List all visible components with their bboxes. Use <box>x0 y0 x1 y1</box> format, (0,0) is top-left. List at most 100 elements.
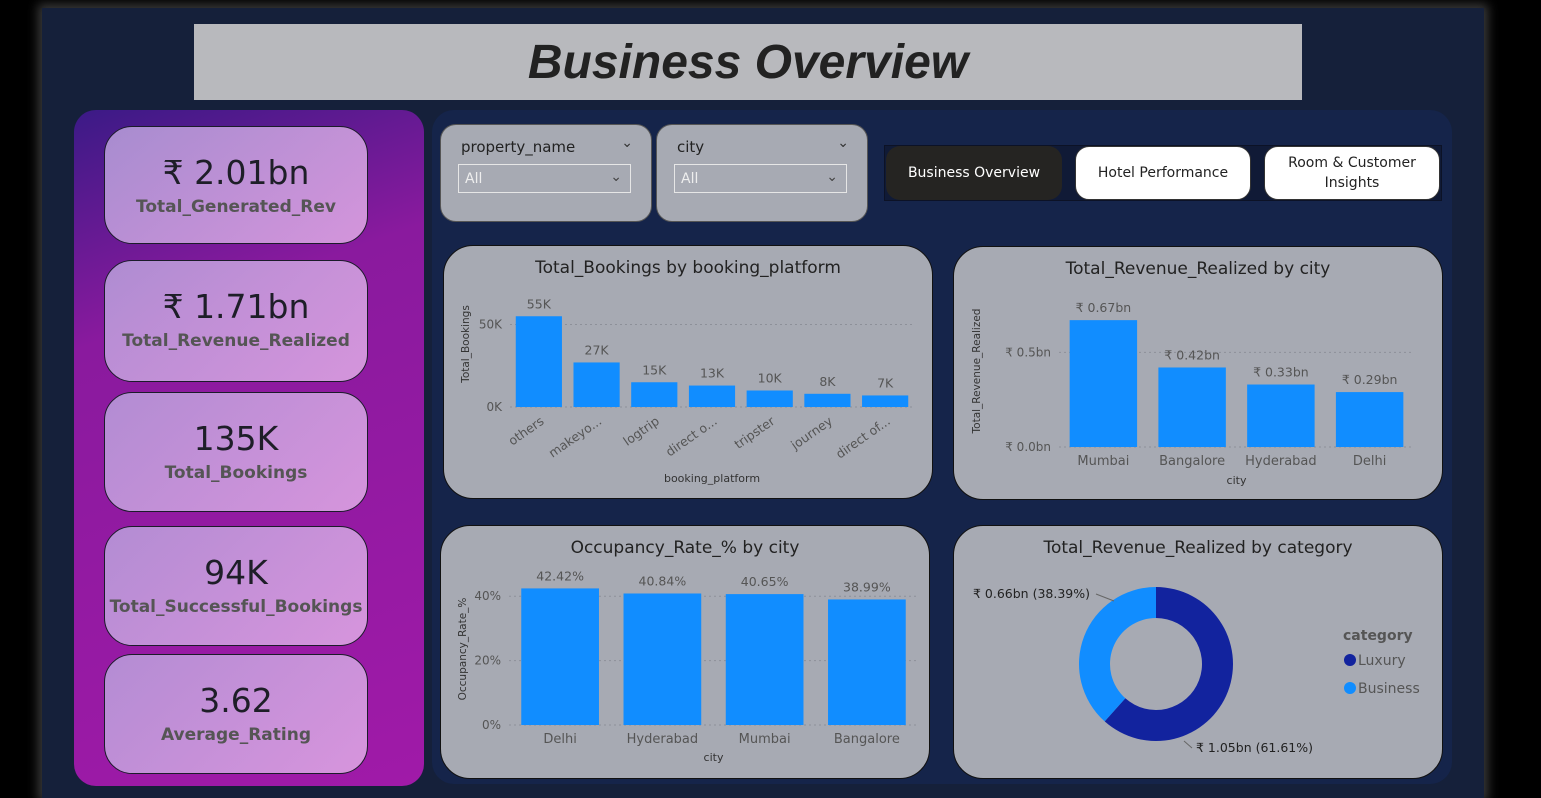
legend-item: Business <box>1358 681 1420 697</box>
y-axis-label: Total_Bookings <box>460 305 472 384</box>
dropdown-value: All <box>465 171 483 187</box>
data-label: ₹ 0.29bn <box>1342 372 1398 387</box>
x-tick-label: Hyderabad <box>627 732 699 747</box>
leader-line <box>1183 740 1193 749</box>
legend-marker <box>1344 654 1356 666</box>
property-name-dropdown[interactable]: All ⌄ <box>458 164 631 193</box>
page-title: Business Overview <box>527 35 969 89</box>
bar <box>828 599 906 725</box>
kpi-value: ₹ 2.01bn <box>162 153 310 192</box>
kpi-label: Total_Generated_Rev <box>136 197 336 217</box>
y-tick-label: 50K <box>479 318 503 332</box>
y-tick-label: ₹ 0.5bn <box>1005 345 1051 359</box>
x-tick-label: Mumbai <box>739 732 791 747</box>
y-tick-label: 0% <box>482 718 501 732</box>
x-tick-label: Hyderabad <box>1245 454 1317 469</box>
chart-card-bookings-by-platform: Total_Bookings by booking_platform 0K 50K… <box>443 245 933 499</box>
bar <box>725 594 804 725</box>
x-tick-label: Mumbai <box>1077 454 1129 469</box>
slicer-label: city <box>677 138 705 156</box>
kpi-label: Average_Rating <box>160 725 311 745</box>
bar <box>515 316 562 407</box>
kpi-card-average-rating[interactable]: 3.62 Average_Rating <box>104 654 368 774</box>
kpi-value: 135K <box>193 419 279 458</box>
chart-title: Total_Revenue_Realized by city <box>1065 259 1331 279</box>
legend-marker <box>1344 682 1356 694</box>
nav-label: Hotel Performance <box>1097 165 1229 181</box>
kpi-value: 94K <box>204 553 268 592</box>
chevron-down-icon[interactable]: ⌄ <box>621 135 633 151</box>
x-tick-label: others <box>505 413 546 448</box>
x-tick-label: Bangalore <box>1159 454 1225 469</box>
kpi-card-revenue-realized[interactable]: ₹ 1.71bn Total_Revenue_Realized <box>104 260 368 382</box>
data-label: 55K <box>527 296 552 311</box>
chart-title: Occupancy_Rate_% by city <box>570 538 800 558</box>
nav-room-customer-insights-button[interactable]: Room & Customer Insights <box>1264 146 1440 200</box>
chart-card-occupancy-by-city: Occupancy_Rate_% by city 0% 20% 40% 42.42% D… <box>440 525 930 779</box>
data-label: 42.42% <box>536 568 584 583</box>
kpi-label: Total_Successful_Bookings <box>109 597 363 617</box>
x-axis-label: city <box>1227 474 1247 487</box>
x-tick-label: logtrip <box>620 413 662 449</box>
bar <box>573 362 620 407</box>
nav-business-overview-button[interactable]: Business Overview <box>886 146 1062 200</box>
page-title-banner: Business Overview <box>194 24 1302 100</box>
bar <box>688 385 736 407</box>
kpi-value: ₹ 1.71bn <box>162 287 310 326</box>
slicer-property-name[interactable]: property_name ⌄ All ⌄ <box>440 124 652 222</box>
revenue-by-city-chart: ₹ 0.0bn ₹ 0.5bn ₹ 0.67bn Mumbai ₹ 0.42bn Bang… <box>971 300 1414 487</box>
y-tick-label: 40% <box>474 589 501 603</box>
city-dropdown[interactable]: All ⌄ <box>674 164 847 193</box>
data-label: 40.84% <box>639 573 687 588</box>
data-label: ₹ 0.67bn <box>1076 300 1132 315</box>
y-tick-label: 0K <box>486 400 503 414</box>
legend-title: category <box>1343 628 1413 644</box>
data-label: 15K <box>642 362 667 377</box>
data-label: 38.99% <box>843 579 891 594</box>
data-label: 13K <box>700 366 725 381</box>
bar <box>804 393 851 407</box>
data-label: ₹ 0.42bn <box>1164 347 1220 362</box>
chart-title: Total_Revenue_Realized by category <box>1043 538 1353 558</box>
data-label: 27K <box>585 342 610 357</box>
chart-card-revenue-by-category: Total_Revenue_Realized by category ₹ 1.0… <box>953 525 1443 779</box>
x-tick-label: makeyo... <box>546 413 605 460</box>
kpi-card-total-bookings[interactable]: 135K Total_Bookings <box>104 392 368 512</box>
x-tick-label: tripster <box>731 413 778 452</box>
chart-card-revenue-by-city: Total_Revenue_Realized by city ₹ 0.0bn ₹ … <box>953 246 1443 500</box>
slicer-city[interactable]: city ⌄ All ⌄ <box>656 124 868 222</box>
bar <box>746 390 793 407</box>
kpi-value: 3.62 <box>199 681 273 720</box>
data-label: ₹ 0.33bn <box>1253 365 1309 380</box>
bar <box>1158 367 1226 447</box>
nav-label-line2: Insights <box>1324 175 1380 191</box>
bar <box>631 382 678 407</box>
donut-slice <box>1079 587 1156 722</box>
kpi-card-successful-bookings[interactable]: 94K Total_Successful_Bookings <box>104 526 368 646</box>
chevron-down-icon: ⌄ <box>826 169 838 185</box>
chevron-down-icon: ⌄ <box>610 169 622 185</box>
x-tick-label: Delhi <box>1353 454 1386 469</box>
kpi-panel: ₹ 2.01bn Total_Generated_Rev ₹ 1.71bn To… <box>74 110 424 786</box>
x-tick-label: journey <box>787 413 835 453</box>
y-tick-label: ₹ 0.0bn <box>1005 440 1051 454</box>
bar <box>521 588 599 725</box>
kpi-card-generated-revenue[interactable]: ₹ 2.01bn Total_Generated_Rev <box>104 126 368 244</box>
nav-label: Business Overview <box>907 165 1041 181</box>
x-tick-label: direct of... <box>833 413 893 461</box>
y-tick-label: 20% <box>474 654 501 668</box>
bar <box>1335 392 1404 447</box>
bar <box>623 593 702 725</box>
chevron-down-icon[interactable]: ⌄ <box>837 135 849 151</box>
nav-label-line1: Room & Customer <box>1288 155 1416 171</box>
x-axis-label: booking_platform <box>664 472 760 485</box>
data-label: 10K <box>758 371 783 386</box>
slicer-label: property_name <box>461 138 576 156</box>
data-label: ₹ 1.05bn (61.61%) <box>1196 740 1313 755</box>
bookings-by-platform-chart: 0K 50K 55K others 27K makeyo... 15K logtrip 13K d… <box>460 296 914 485</box>
leader-line <box>1095 593 1115 602</box>
data-label: 40.65% <box>741 574 789 589</box>
nav-hotel-performance-button[interactable]: Hotel Performance <box>1075 146 1251 200</box>
bar <box>1247 384 1315 447</box>
kpi-label: Total_Bookings <box>164 463 308 483</box>
